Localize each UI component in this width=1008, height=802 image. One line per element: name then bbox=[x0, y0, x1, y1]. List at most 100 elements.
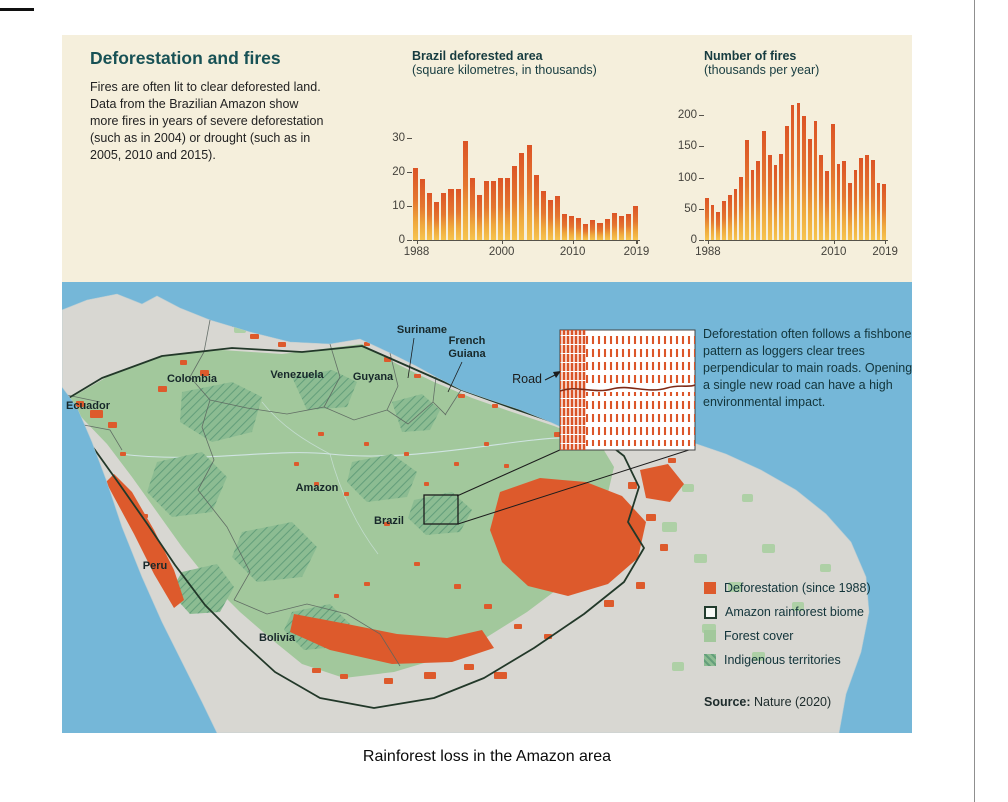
map-label-colombia: Colombia bbox=[167, 373, 218, 385]
infographic-title: Deforestation and fires bbox=[90, 48, 281, 68]
x-tick-mark bbox=[833, 240, 835, 244]
road-label: Road bbox=[512, 372, 542, 386]
bar bbox=[427, 193, 433, 240]
legend-item-forest: Forest cover bbox=[704, 624, 871, 648]
bar bbox=[618, 216, 624, 240]
chart-deforested-area: Brazil deforested area (square kilometre… bbox=[392, 49, 674, 258]
bar bbox=[750, 170, 755, 240]
figure-caption: Rainforest loss in the Amazon area bbox=[362, 748, 612, 765]
bar bbox=[705, 197, 709, 240]
bar bbox=[462, 140, 468, 240]
forest-fragments bbox=[234, 326, 831, 671]
map-label-brazil: Brazil bbox=[374, 515, 404, 527]
inset-target-square bbox=[423, 494, 459, 525]
bar bbox=[540, 191, 546, 240]
x-tick-mark bbox=[416, 240, 418, 244]
bar bbox=[853, 170, 858, 240]
bar bbox=[819, 155, 824, 240]
page-edge-mark bbox=[0, 8, 34, 11]
indigenous-swatch bbox=[704, 654, 716, 666]
bar bbox=[727, 195, 732, 240]
x-tick-mark bbox=[636, 240, 638, 244]
bar bbox=[825, 171, 829, 240]
y-tick-label: 50 bbox=[684, 202, 697, 215]
source-label: Source: bbox=[704, 695, 751, 709]
bar bbox=[498, 177, 504, 240]
y-tick-mark bbox=[407, 137, 412, 139]
x-tick-label: 1988 bbox=[403, 246, 430, 258]
deforestation-swatch bbox=[704, 582, 716, 594]
fires-plot: 0 50 100 150 200 1988 2010 2019 bbox=[678, 100, 898, 258]
bar bbox=[773, 165, 778, 240]
source-note: Source: Nature (2020) bbox=[704, 695, 831, 709]
bar bbox=[604, 218, 610, 240]
bar bbox=[533, 175, 539, 240]
bar bbox=[790, 105, 795, 240]
legend-label: Indigenous territories bbox=[724, 653, 841, 667]
chart-title: Brazil deforested area bbox=[412, 49, 543, 63]
x-tick-mark bbox=[572, 240, 574, 244]
legend-item-indigenous: Indigenous territories bbox=[704, 648, 871, 672]
y-tick-label: 200 bbox=[677, 109, 697, 121]
bar bbox=[813, 121, 818, 240]
map-label-ecuador: Ecuador bbox=[66, 400, 111, 412]
bar bbox=[476, 194, 482, 240]
page-right-border bbox=[974, 0, 975, 802]
bar bbox=[882, 183, 886, 240]
bar bbox=[870, 160, 875, 240]
bar bbox=[441, 192, 447, 240]
x-tick-label: 1988 bbox=[695, 246, 721, 258]
legend-label: Amazon rainforest biome bbox=[725, 605, 864, 619]
bar bbox=[455, 189, 461, 240]
map-legend: Deforestation (since 1988) Amazon rainfo… bbox=[704, 576, 871, 672]
map-label-guiana: Guiana bbox=[448, 348, 486, 360]
bar bbox=[716, 211, 721, 240]
bar bbox=[767, 155, 772, 240]
bar bbox=[739, 176, 744, 240]
bar bbox=[722, 201, 726, 240]
y-tick-label: 20 bbox=[392, 165, 405, 178]
bar bbox=[554, 195, 560, 240]
inset-connector-lines bbox=[456, 448, 693, 525]
bar bbox=[625, 214, 631, 240]
x-tick-label: 2000 bbox=[488, 246, 515, 258]
chart-subtitle: (square kilometres, in thousands) bbox=[412, 63, 597, 77]
biome-swatch bbox=[704, 605, 717, 619]
bar bbox=[802, 116, 806, 240]
y-tick-label: 100 bbox=[677, 171, 697, 184]
y-tick-mark bbox=[699, 208, 704, 210]
bar bbox=[710, 205, 715, 240]
x-tick-mark bbox=[501, 240, 503, 244]
chart-subtitle: (thousands per year) bbox=[704, 63, 820, 77]
road-line bbox=[560, 384, 695, 392]
bar bbox=[842, 161, 846, 240]
bar bbox=[413, 167, 419, 240]
y-tick-mark bbox=[407, 205, 412, 208]
map-label-suriname: Suriname bbox=[397, 324, 447, 336]
bar bbox=[847, 182, 852, 240]
map-label-bolivia: Bolivia bbox=[259, 632, 296, 644]
source-value: Nature (2020) bbox=[754, 695, 832, 709]
y-tick-mark bbox=[699, 240, 704, 242]
bar bbox=[865, 155, 869, 240]
bar bbox=[756, 161, 761, 240]
road-arrow bbox=[544, 371, 561, 381]
bar bbox=[505, 177, 511, 240]
amazon-map: Road Colombia Ecuador Venezuela Guyana S… bbox=[62, 282, 912, 733]
bar bbox=[611, 213, 617, 240]
chart-number-of-fires: Number of fires (thousands per year) 0 50… bbox=[678, 49, 904, 258]
y-tick-mark bbox=[699, 115, 704, 117]
bar bbox=[561, 214, 568, 240]
x-tick-label: 2010 bbox=[820, 246, 847, 258]
suriname-pointer-line bbox=[407, 337, 415, 379]
deforested-area-plot: 0 10 20 30 1988 2000 2010 2019 bbox=[392, 100, 649, 258]
y-tick-label: 0 bbox=[690, 234, 697, 246]
legend-label: Deforestation (since 1988) bbox=[724, 581, 871, 595]
rivers bbox=[119, 401, 609, 555]
bar bbox=[807, 138, 812, 240]
y-tick-label: 150 bbox=[677, 140, 697, 153]
x-tick-label: 2019 bbox=[623, 246, 650, 258]
bar bbox=[733, 188, 738, 240]
bar bbox=[830, 123, 835, 240]
